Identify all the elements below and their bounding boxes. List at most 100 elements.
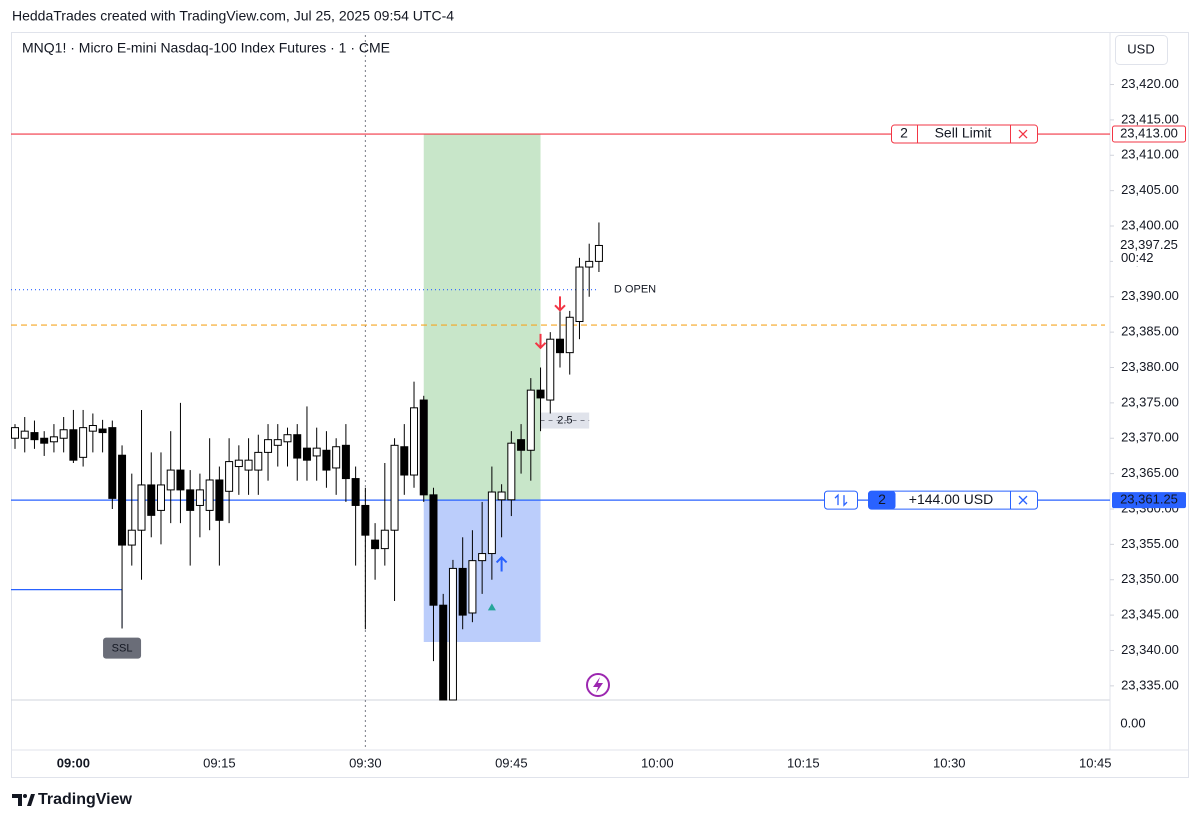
y-tick-label: 23,385.00	[1121, 324, 1179, 339]
y-tick-label: 23,375.00	[1121, 394, 1179, 409]
close-icon[interactable]	[1018, 129, 1028, 139]
candle-body	[565, 316, 574, 354]
candle-body	[594, 244, 603, 262]
candle-body	[254, 451, 263, 471]
footer-logo	[12, 794, 35, 806]
candle-body	[88, 425, 97, 432]
buy-marker	[495, 556, 508, 572]
candle-body	[429, 494, 438, 606]
candle-body	[215, 479, 224, 521]
sell-marker	[554, 296, 566, 312]
sell-marker	[534, 333, 547, 350]
candle-body	[487, 491, 496, 555]
candle-body	[49, 436, 58, 443]
candle-body	[371, 539, 380, 550]
candle-body	[400, 446, 409, 476]
x-tick-label: 09:00	[57, 755, 90, 770]
candle-body	[448, 567, 457, 701]
candle-body	[351, 478, 360, 506]
candle-body	[137, 484, 146, 531]
candle-body	[468, 560, 477, 614]
candle-body	[536, 389, 545, 399]
x-tick-label: 09:15	[203, 755, 236, 770]
level-label-box	[103, 637, 142, 659]
y-tick-label: 23,355.00	[1121, 536, 1179, 551]
candle-body	[478, 553, 487, 562]
position-qty-bg	[868, 491, 896, 510]
candle-body	[293, 434, 302, 459]
candle-body	[127, 529, 136, 546]
candle-body	[556, 338, 564, 354]
y-tick-label: 23,350.00	[1121, 571, 1179, 586]
y-tick-label: 23,365.00	[1121, 465, 1179, 480]
candle-body	[302, 447, 311, 461]
level-label: SSL	[112, 643, 133, 655]
candle-body	[59, 429, 68, 439]
y-tick-label: 23,340.00	[1121, 642, 1179, 657]
x-tick-label: 10:30	[933, 755, 966, 770]
order-label: Sell Limit	[935, 125, 992, 141]
candle-body	[234, 459, 243, 468]
candle-body	[312, 447, 321, 457]
candle-body	[332, 446, 341, 469]
candle-body	[410, 407, 419, 476]
x-tick-label: 10:45	[1079, 755, 1112, 770]
candle-body	[108, 427, 117, 499]
candle-body	[98, 428, 107, 434]
candle-body	[361, 504, 370, 536]
chart-frame	[11, 32, 1189, 778]
reverse-button[interactable]	[824, 490, 858, 510]
position-pnl: +144.00 USD	[909, 491, 993, 507]
signal-marker	[487, 603, 496, 611]
x-tick-label: 10:00	[641, 755, 674, 770]
position-box[interactable]: 2 +144.00 USD	[824, 490, 1038, 510]
currency[interactable]: USD	[1127, 41, 1154, 56]
candle-body	[380, 529, 389, 550]
price-badge	[1112, 492, 1186, 509]
lightning-icon[interactable]	[586, 673, 610, 697]
currency-button[interactable]	[1115, 35, 1168, 65]
countdown: 00:42	[1121, 250, 1154, 265]
candle-body	[69, 429, 78, 461]
logo-part	[23, 794, 27, 798]
x-tick-label: 09:45	[495, 755, 528, 770]
y-tick-label: 23,400.00	[1121, 217, 1179, 232]
candle-body	[526, 389, 535, 451]
header: HeddaTrades created with TradingView.com…	[12, 8, 454, 24]
candle-body	[264, 439, 273, 453]
candle-body	[195, 489, 204, 506]
candle-body	[166, 469, 175, 491]
candle-body	[244, 459, 253, 471]
candle-body	[79, 427, 88, 458]
candle-body	[322, 449, 331, 471]
level-label: D OPEN	[614, 284, 656, 296]
x-tick-label: 10:15	[787, 755, 820, 770]
close-icon[interactable]	[1018, 495, 1028, 505]
y-tick-label: 23,335.00	[1121, 677, 1179, 692]
candle-body	[176, 469, 185, 491]
y-tick-label: 23,390.00	[1121, 288, 1179, 303]
y-tick-label: 23,420.00	[1121, 76, 1179, 91]
position-qty: 2	[878, 491, 886, 507]
footer: TradingView	[38, 791, 133, 808]
candle-body	[517, 439, 526, 451]
order-box[interactable]: 2 Sell Limit	[891, 124, 1038, 144]
order-box-frame[interactable]	[891, 124, 1038, 144]
candle-body	[156, 484, 165, 511]
last-price-badge	[1113, 236, 1185, 267]
logo-part	[12, 794, 22, 806]
plot: D OPEN SSL 2.5	[11, 35, 1110, 750]
price-badge-label: 23,361.25	[1120, 492, 1178, 507]
reverse-icon[interactable]	[834, 493, 848, 507]
candle-body	[40, 437, 49, 444]
candle-body	[497, 491, 506, 501]
logo-part	[27, 794, 35, 806]
candle-body	[419, 399, 428, 496]
candle-body	[575, 266, 584, 323]
candle-body	[283, 434, 292, 443]
icon-bolt[interactable]	[593, 677, 603, 693]
candle-body	[507, 442, 516, 501]
x-tick-label: 09:30	[349, 755, 382, 770]
candle-body	[273, 439, 282, 446]
